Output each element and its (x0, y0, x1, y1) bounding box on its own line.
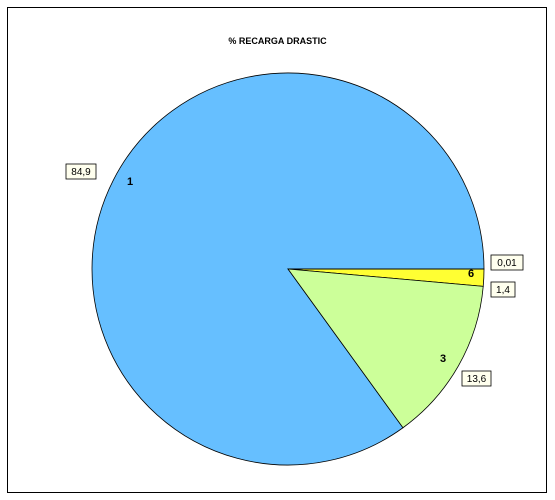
value-label-box: 84,9 (65, 163, 97, 180)
value-label-box: 1,4 (490, 281, 516, 298)
chart-title: % RECARGA DRASTIC (228, 36, 327, 46)
value-label-frame (490, 281, 516, 298)
value-label-frame (490, 254, 524, 271)
slice-value-label: 13,6 (467, 374, 487, 385)
value-label-frame (461, 370, 492, 387)
pie-slice-3-3 (287, 268, 484, 429)
value-label-box: 13,6 (461, 370, 492, 387)
slice-number-label: 1 (127, 176, 133, 188)
slice-number-label: 6 (468, 268, 474, 280)
value-label-frame (65, 163, 97, 180)
slice-value-label: 1,4 (496, 285, 510, 296)
slice-value-label: 84,9 (71, 167, 91, 178)
slice-value-label: 0,01 (497, 258, 517, 269)
slice-number-label: 3 (440, 353, 446, 365)
value-label-box: 0,01 (490, 254, 524, 271)
